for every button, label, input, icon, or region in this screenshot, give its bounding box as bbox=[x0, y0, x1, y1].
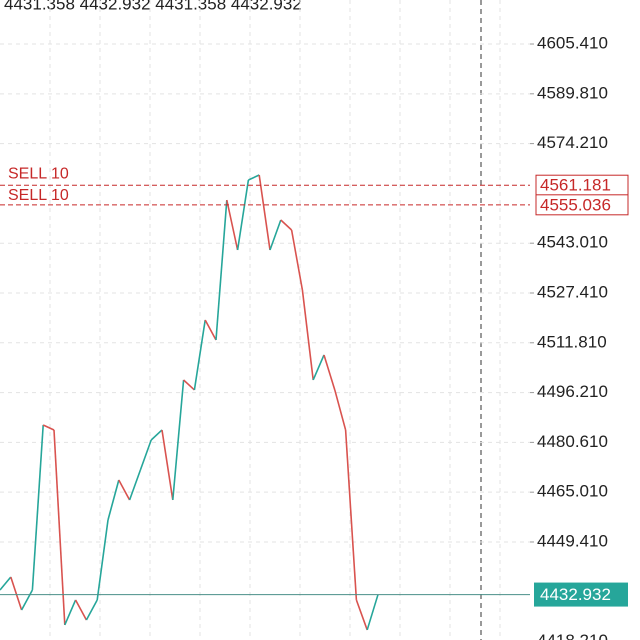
price-segment bbox=[193, 319, 206, 391]
price-segment bbox=[150, 429, 163, 441]
y-tick-label: 4480.610 bbox=[537, 432, 608, 451]
order-label: SELL 10 bbox=[8, 187, 69, 204]
ohlc-header: 4431.358 4432.932 4431.358 4432.932 bbox=[4, 0, 302, 13]
price-segment bbox=[312, 354, 325, 381]
price-segment bbox=[42, 424, 55, 431]
price-segment bbox=[96, 519, 109, 601]
price-segment bbox=[0, 576, 12, 591]
price-segment bbox=[161, 429, 174, 501]
price-segment bbox=[172, 379, 185, 501]
price-segment bbox=[236, 179, 250, 251]
price-segment bbox=[215, 199, 228, 341]
price-segment bbox=[183, 379, 195, 391]
order-label: SELL 10 bbox=[8, 165, 69, 182]
price-segment bbox=[31, 424, 44, 591]
price-segment bbox=[290, 229, 304, 291]
order-price-box bbox=[535, 194, 629, 216]
y-tick-label: 4605.410 bbox=[537, 34, 608, 53]
price-segment bbox=[74, 599, 88, 621]
y-tick-label: 4527.410 bbox=[537, 282, 608, 301]
y-tick-label: 4465.010 bbox=[537, 482, 608, 501]
y-tick-label: 4574.210 bbox=[537, 133, 608, 152]
price-segment bbox=[248, 174, 260, 181]
price-segment bbox=[366, 594, 379, 631]
price-segment bbox=[334, 389, 347, 431]
price-segment bbox=[344, 429, 358, 601]
price-segment bbox=[280, 219, 293, 231]
y-tick-label: 4418.210 bbox=[537, 631, 608, 640]
price-segment bbox=[10, 576, 23, 611]
current-price-box bbox=[534, 582, 628, 607]
price-segment bbox=[139, 439, 152, 471]
price-segment bbox=[128, 469, 142, 501]
price-segment bbox=[64, 599, 77, 626]
y-tick-label: 4449.410 bbox=[537, 531, 608, 550]
price-segment bbox=[107, 479, 120, 521]
y-tick-label: 4543.010 bbox=[537, 233, 608, 252]
y-tick-label: 4496.210 bbox=[537, 382, 608, 401]
price-segment bbox=[118, 479, 131, 501]
y-tick-label: 4511.810 bbox=[537, 332, 607, 351]
y-tick-label: 4621.010 bbox=[537, 0, 608, 3]
price-segment bbox=[301, 289, 314, 381]
price-segment bbox=[269, 219, 282, 251]
price-segment bbox=[85, 599, 98, 621]
order-price-label: 4555.036 bbox=[540, 195, 611, 214]
price-segment bbox=[323, 354, 336, 391]
price-segment bbox=[20, 589, 34, 611]
price-segment bbox=[355, 599, 368, 631]
price-segment bbox=[258, 174, 271, 251]
y-tick-label: 4589.810 bbox=[537, 83, 608, 102]
order-price-label: 4561.181 bbox=[540, 176, 611, 195]
current-price-label: 4432.932 bbox=[540, 585, 611, 604]
price-segment bbox=[53, 429, 66, 626]
price-segment bbox=[226, 199, 239, 251]
price-segment bbox=[204, 319, 217, 341]
